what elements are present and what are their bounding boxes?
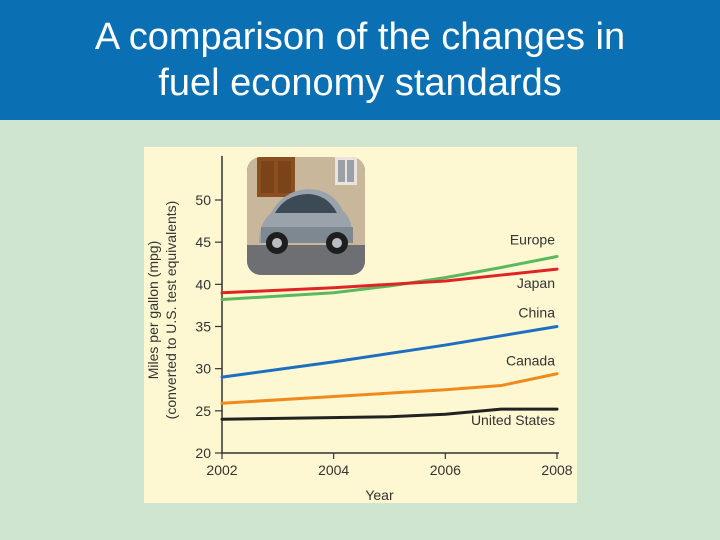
series-line-united-states bbox=[220, 407, 559, 421]
y-tick-label: 50 bbox=[195, 192, 211, 208]
y-tick-label: 40 bbox=[195, 276, 211, 292]
slide-title: A comparison of the changes in fuel econ… bbox=[40, 14, 680, 106]
series-line-china bbox=[220, 325, 559, 379]
y-tick-label: 35 bbox=[195, 319, 211, 335]
small-car-photo bbox=[247, 157, 365, 275]
series-label-canada: Canada bbox=[506, 353, 555, 369]
y-axis-label-line1: Miles per gallon (mpg) bbox=[145, 241, 161, 380]
x-tick-label: 2002 bbox=[206, 462, 237, 478]
series-line-japan bbox=[220, 267, 559, 295]
y-axis-label-line2: (converted to U.S. test equivalents) bbox=[163, 201, 179, 420]
series-label-united-states: United States bbox=[471, 412, 555, 428]
series-label-europe: Europe bbox=[510, 232, 555, 248]
slide-title-line2: fuel economy standards bbox=[158, 62, 562, 104]
x-tick-label: 2004 bbox=[318, 462, 349, 478]
series-label-japan: Japan bbox=[517, 275, 555, 291]
slide-title-line1: A comparison of the changes in bbox=[94, 16, 626, 58]
y-tick-label: 45 bbox=[195, 234, 211, 250]
series-label-china: China bbox=[518, 305, 555, 321]
y-tick-label: 25 bbox=[195, 403, 211, 419]
x-tick-label: 2008 bbox=[541, 462, 572, 478]
title-bar: A comparison of the changes in fuel econ… bbox=[0, 0, 720, 120]
y-tick-label: 20 bbox=[195, 445, 211, 461]
car-illustration bbox=[247, 157, 365, 275]
x-axis-label: Year bbox=[365, 487, 394, 503]
y-tick-label: 30 bbox=[195, 361, 211, 377]
series-line-canada bbox=[220, 372, 559, 405]
x-tick-label: 2006 bbox=[430, 462, 461, 478]
